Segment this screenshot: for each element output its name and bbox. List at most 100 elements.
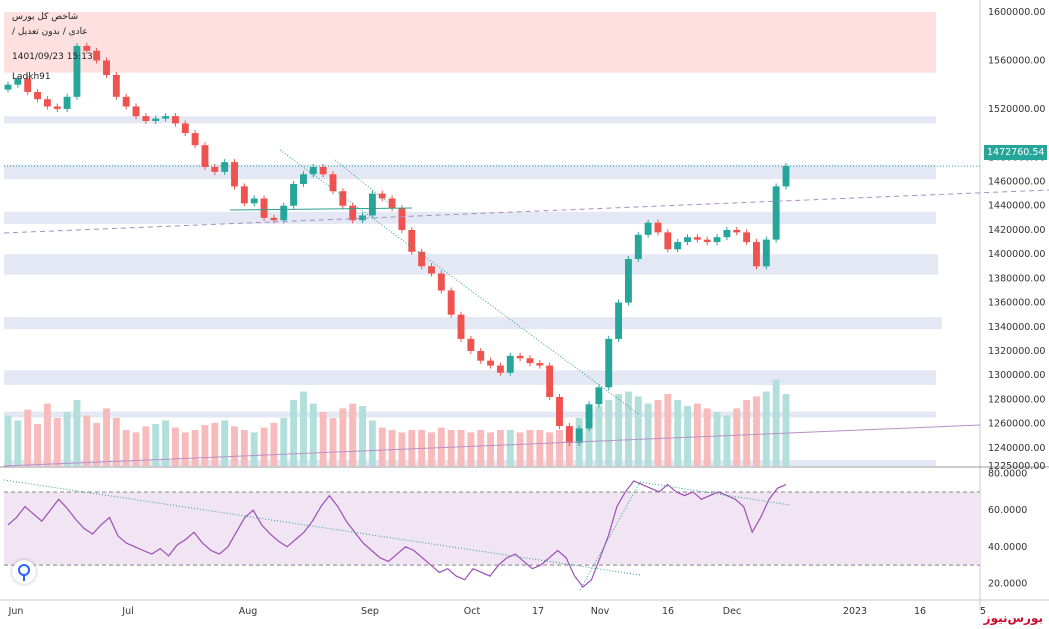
volume-bar [437, 427, 445, 466]
candle-body [496, 365, 504, 373]
candle-body [634, 234, 642, 259]
price-tick-label: 1240000.00 [988, 443, 1045, 454]
volume-bar [260, 427, 268, 466]
author-label: Ladkh91 [12, 72, 51, 82]
price-tick-label: 1225000.00 [988, 461, 1045, 472]
volume-bar [605, 400, 613, 466]
candle-body [299, 174, 307, 184]
candle-body [437, 273, 445, 291]
candle-body [408, 229, 416, 252]
time-tick-label: Jul [121, 606, 133, 617]
volume-trendline [3, 424, 981, 467]
volume-bar [103, 408, 110, 466]
volume-bar [753, 396, 760, 466]
candle-body [14, 78, 22, 85]
volume-bar [743, 400, 751, 466]
volume-bar [221, 420, 229, 466]
candle-body [398, 208, 406, 230]
candle-body [447, 290, 455, 315]
price-tick-label: 1320000.00 [988, 346, 1045, 357]
price-tick-label: 1440000.00 [988, 201, 1045, 212]
volume-bar [654, 400, 662, 466]
candle-body [368, 193, 376, 216]
candle-body [388, 198, 396, 209]
volume-bar [280, 418, 288, 466]
zone-band [4, 12, 936, 73]
time-tick-label: 2023 [843, 606, 867, 617]
candle-body [762, 239, 770, 267]
volume-bar [408, 430, 416, 466]
candle-body [703, 239, 711, 243]
candle-body [319, 167, 327, 175]
candle-body [595, 387, 603, 405]
last-price-tag: 1472760.54 [984, 145, 1048, 160]
volume-bar [565, 427, 573, 466]
zone-band [4, 317, 942, 330]
tradingview-logo-icon[interactable] [12, 560, 36, 584]
candle-body [428, 266, 435, 274]
volume-bar [171, 427, 179, 466]
candle-body [270, 217, 278, 221]
price-tick-label: 1400000.00 [988, 249, 1045, 260]
volume-bar [644, 403, 652, 466]
candle-body [713, 237, 721, 243]
price-tick-label: 1420000.00 [988, 225, 1045, 236]
legend-title: شاخص کل بورس [12, 12, 79, 22]
channel-line [334, 159, 396, 209]
candle-body [132, 106, 140, 117]
volume-bar [240, 430, 248, 466]
candle-body [211, 167, 219, 172]
candle-body [93, 50, 101, 61]
volume-bar [378, 427, 386, 466]
volume-bar [329, 418, 337, 466]
candle-body [477, 351, 485, 361]
volume-bar [526, 430, 534, 466]
rsi-tick-label: 40.0000 [988, 542, 1027, 553]
price-tick-label: 1600000.00 [988, 7, 1045, 18]
volume-bar [122, 430, 130, 466]
candle-body [152, 118, 160, 121]
candle-body [43, 99, 51, 107]
candle-body [112, 75, 120, 97]
rsi-line [7, 480, 787, 588]
price-tick-label: 1380000.00 [988, 273, 1045, 284]
zone-band [4, 164, 936, 180]
volume-bar [595, 406, 603, 466]
volume-bar [309, 403, 317, 466]
volume-bar [43, 403, 51, 466]
volume-bar [359, 406, 366, 466]
volume-bar [388, 430, 396, 466]
price-tick-label: 1280000.00 [988, 394, 1045, 405]
rsi-tick-label: 20.0000 [988, 578, 1027, 589]
zone-band [4, 370, 936, 385]
volume-bar [181, 432, 189, 466]
candle-body [359, 215, 366, 221]
candle-body [693, 237, 701, 240]
candle-body [487, 360, 495, 366]
time-tick-label: 17 [532, 606, 544, 617]
volume-bar [556, 430, 563, 466]
volume-bar [772, 379, 780, 466]
watermark: بورس‌نیوز [983, 611, 1043, 625]
volume-bar [506, 430, 514, 466]
candle-body [240, 186, 248, 204]
volume-bar [93, 422, 101, 466]
price-tick-label: 1340000.00 [988, 322, 1045, 333]
candle-body [142, 116, 150, 121]
candle-body [418, 251, 426, 267]
volume-bar [201, 425, 209, 466]
volume-bar [132, 432, 140, 466]
time-tick-label: Dec [723, 606, 741, 617]
candle-body [772, 186, 780, 240]
rsi-trendline-down [3, 479, 641, 576]
volume-bar [319, 412, 327, 466]
time-tick-label: 5 [980, 606, 986, 617]
candle-body [378, 193, 386, 199]
volume-bar [34, 424, 41, 466]
legend-datetime: 1401/09/23 15:13 [12, 52, 93, 62]
candle-body [536, 363, 544, 366]
candle-body [624, 259, 632, 303]
candle-body [309, 167, 317, 175]
volume-bar [546, 432, 554, 466]
